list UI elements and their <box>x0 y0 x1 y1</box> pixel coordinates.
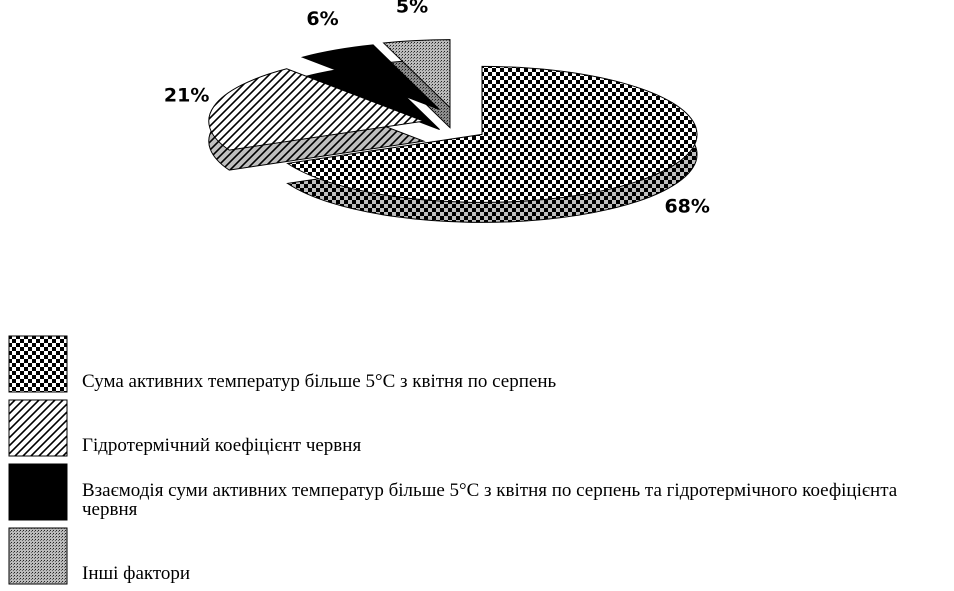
slice <box>208 68 426 151</box>
pie: 68% 21% 6% 5% <box>164 0 710 223</box>
legend-label: Сума активних температур більше 5°С з кв… <box>82 371 557 392</box>
legend-item: Гідротермічний коефіцієнт червня <box>8 399 948 457</box>
legend-swatch <box>8 463 68 521</box>
legend-item: Взаємодія суми активних температур більш… <box>8 463 948 521</box>
legend-label: Взаємодія суми активних температур більш… <box>82 480 898 520</box>
page: 68% 21% 6% 5% Сума активних температур біль… <box>8 0 898 585</box>
swatch <box>8 399 68 457</box>
legend: Сума активних температур більше 5°С з кв… <box>8 335 948 591</box>
swatch <box>8 527 68 585</box>
legend-label: Гідротермічний коефіцієнт червня <box>82 435 362 456</box>
value-label: 21% <box>164 84 209 106</box>
value-label: 68% <box>664 195 709 217</box>
legend-label: Інші фактори <box>82 563 191 584</box>
legend-swatch <box>8 527 68 585</box>
legend-swatch <box>8 399 68 457</box>
legend-item: Інші фактори <box>8 527 948 585</box>
value-label: 5% <box>396 0 428 17</box>
slice <box>286 65 698 203</box>
swatch <box>8 335 68 393</box>
value-label: 6% <box>306 8 338 30</box>
slice <box>300 44 440 111</box>
slice-side-shade <box>302 64 440 130</box>
slice <box>382 39 451 109</box>
legend-item: Сума активних температур більше 5°С з кв… <box>8 335 948 393</box>
swatch <box>8 463 68 521</box>
legend-swatch <box>8 335 68 393</box>
chart: 68% 21% 6% 5% <box>164 0 710 223</box>
